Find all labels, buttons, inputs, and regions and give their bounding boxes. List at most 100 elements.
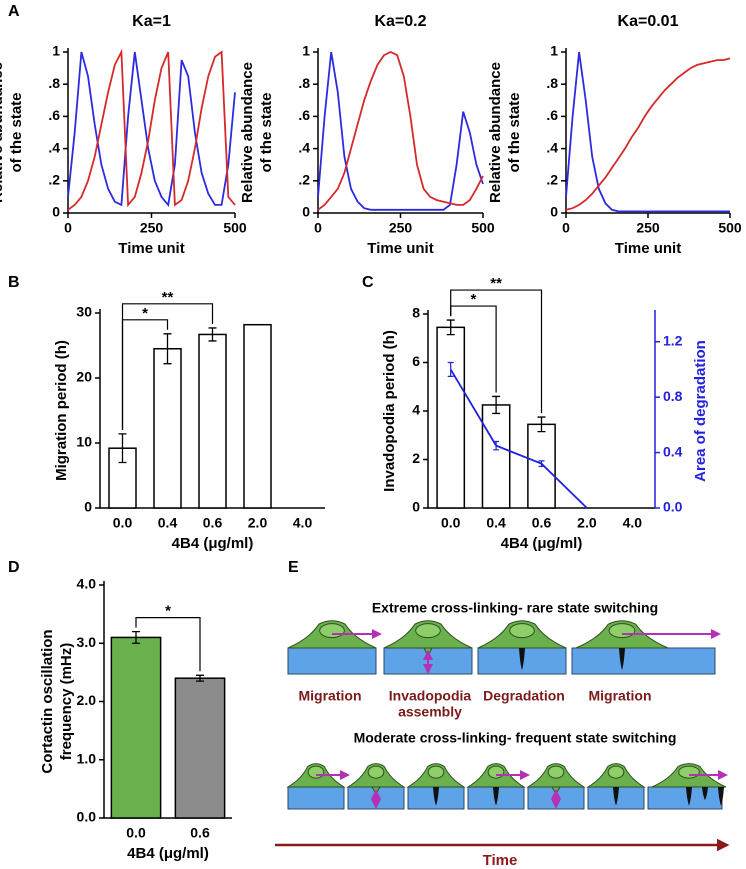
- x-tick-label: 4.0: [293, 515, 313, 531]
- y-axis-label: Cortactin oscillation: [39, 629, 56, 773]
- y-tick-label: 0: [84, 499, 92, 515]
- y-tick-label: 0: [550, 204, 558, 220]
- substrate: [287, 786, 345, 810]
- y-tick-label: .4: [48, 139, 60, 155]
- y-tick-label: .8: [48, 75, 60, 91]
- error-bar: [447, 361, 454, 377]
- x-tick-label: 250: [140, 220, 164, 236]
- invadopodium: [519, 648, 525, 671]
- y-tick-label: .2: [546, 172, 558, 188]
- cell-illustration: [383, 620, 473, 675]
- bar: [174, 677, 226, 819]
- y2-tick-label: 0.4: [663, 443, 683, 459]
- nucleus: [487, 765, 505, 779]
- stage-label: assembly: [398, 704, 462, 720]
- x-axis-label: Time unit: [367, 240, 433, 257]
- error-bar: [118, 433, 127, 464]
- x-tick-label: 0.0: [126, 825, 146, 841]
- y-tick-label: 8: [412, 305, 420, 321]
- cell-illustration: [466, 763, 530, 810]
- x-tick-label: 500: [718, 220, 742, 236]
- x-tick-label: 0.0: [113, 515, 133, 531]
- cell-illustration: [287, 620, 382, 675]
- significance-bracket: [121, 303, 214, 430]
- cell-illustration: [406, 763, 466, 810]
- y2-axis-label: Area of degradation: [692, 340, 709, 482]
- error-bar: [537, 416, 546, 433]
- y-tick-label: .2: [48, 172, 60, 188]
- axis-line: [565, 48, 730, 214]
- y-tick-label: 6: [412, 353, 420, 369]
- invadopodium: [613, 787, 619, 806]
- substrate: [571, 647, 716, 675]
- significance-label: *: [142, 305, 148, 322]
- y-tick-label: 3.0: [77, 634, 97, 650]
- substrate: [647, 786, 723, 810]
- x-tick-label: 0.6: [190, 825, 210, 841]
- y-tick-label: .4: [546, 139, 558, 155]
- y2-tick-label: 0.8: [663, 388, 683, 404]
- bar: [153, 348, 182, 509]
- nucleus: [678, 765, 700, 779]
- x-axis-label: Time unit: [615, 240, 681, 257]
- nucleus: [607, 765, 625, 779]
- nucleus: [427, 765, 445, 779]
- x-axis-label: Time unit: [118, 240, 184, 257]
- x-tick-label: 2.0: [577, 515, 597, 531]
- y-tick-label: 30: [76, 304, 92, 320]
- diagram-title: Moderate cross-linking- frequent state s…: [354, 730, 677, 746]
- y2-tick-label: 1.2: [663, 332, 683, 348]
- x-tick-label: 0: [64, 220, 72, 236]
- x-tick-label: 500: [223, 220, 247, 236]
- y-tick-label: 2.0: [77, 692, 97, 708]
- y-tick-label: 1: [550, 43, 558, 59]
- significance-label: **: [490, 275, 502, 292]
- y-axis-label: Invadopodia period (h): [381, 330, 398, 492]
- error-bar: [538, 460, 545, 468]
- y2-tick-label: 0.0: [663, 499, 683, 515]
- nucleus: [367, 765, 385, 779]
- x-tick-label: 0.0: [441, 515, 461, 531]
- y-axis-label: of the state: [8, 92, 25, 172]
- nucleus: [608, 623, 636, 639]
- x-tick-label: 500: [471, 220, 495, 236]
- significance-label: **: [162, 289, 174, 306]
- panel-label: A: [8, 3, 20, 20]
- chart-title: Ka=1: [132, 13, 171, 30]
- cell-illustration: [571, 620, 721, 675]
- error-bar: [163, 333, 172, 365]
- cell-illustration: [526, 763, 586, 810]
- line-series: [565, 51, 730, 213]
- cell-illustration: [647, 763, 728, 810]
- y-axis-label: of the state: [506, 92, 523, 172]
- y-tick-label: 1: [302, 43, 310, 59]
- x-axis-label: 4B4 (μg/ml): [127, 845, 209, 862]
- nucleus: [547, 765, 565, 779]
- y-tick-label: .8: [546, 75, 558, 91]
- y-tick-label: .6: [48, 107, 60, 123]
- significance-label: *: [470, 291, 476, 308]
- bar: [110, 636, 162, 819]
- x-tick-label: 0.4: [158, 515, 178, 531]
- y-axis-label: Migration period (h): [53, 340, 70, 481]
- significance-label: *: [165, 603, 171, 620]
- panel-label: B: [8, 274, 20, 291]
- line-series: [565, 57, 731, 211]
- substrate: [287, 647, 377, 675]
- y-tick-label: 2: [412, 450, 420, 466]
- y-tick-label: 1: [52, 43, 60, 59]
- bar: [198, 333, 227, 509]
- invadopodium: [702, 787, 708, 801]
- cell-illustration: [286, 763, 350, 810]
- y-tick-label: 1.0: [77, 750, 97, 766]
- error-bar: [492, 395, 501, 415]
- x-axis-label: 4B4 (μg/ml): [501, 535, 583, 552]
- x-tick-label: 4.0: [623, 515, 643, 531]
- significance-bracket: [450, 289, 543, 414]
- stage-label: Invadopodia: [389, 688, 472, 704]
- x-axis-label: 4B4 (μg/ml): [172, 535, 254, 552]
- line-series: [67, 51, 236, 207]
- y-axis-label: of the state: [258, 92, 275, 172]
- y-tick-label: 10: [76, 434, 92, 450]
